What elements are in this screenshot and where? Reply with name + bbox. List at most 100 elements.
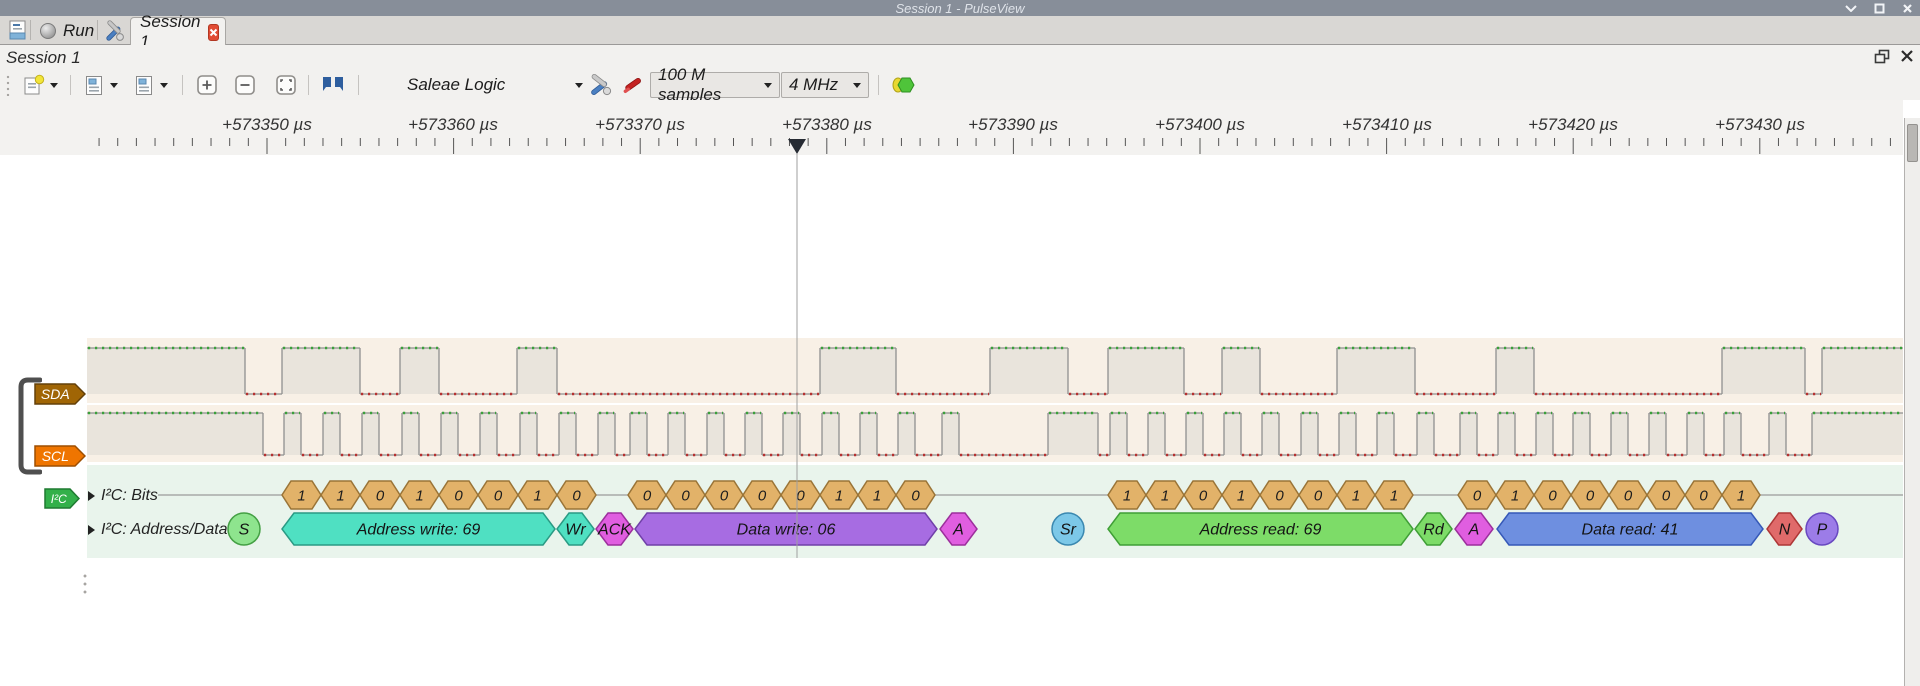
i2c-bit-hexagon (857, 480, 897, 510)
zoom-fit-button[interactable] (272, 72, 300, 98)
i2c-bit-value: 0 (643, 488, 652, 505)
i2c-bit-hexagon (1145, 480, 1185, 510)
run-button[interactable]: Run (34, 18, 100, 43)
i2c-bit-value: 0 (572, 488, 581, 505)
i2c-bit-value: 0 (454, 488, 463, 505)
zoom-out-button[interactable] (231, 72, 259, 98)
i2c-bit-value: 1 (336, 488, 344, 505)
sample-rate-value: 4 MHz (789, 75, 839, 94)
i2c-annotation-text: N (1779, 522, 1791, 539)
show-cursors-button[interactable] (316, 72, 350, 98)
zoom-out-icon (235, 75, 255, 95)
i2c-bit-value: 0 (796, 488, 805, 505)
configure-channels-button[interactable] (618, 72, 648, 98)
cursor-marker[interactable] (788, 139, 806, 154)
trace-high-fill (942, 413, 959, 455)
trace-high-fill (1110, 413, 1127, 455)
trace-high-fill (1339, 413, 1356, 455)
ruler-label: +573400 µs (1155, 115, 1245, 134)
probe-icon (623, 77, 641, 94)
trace-high-fill (1224, 413, 1241, 455)
trace-high-fill (630, 413, 647, 455)
i2c-annotation-hexagon (595, 512, 634, 546)
i2c-decoder-label: I²C (50, 491, 67, 506)
i2c-bit-value: 1 (1390, 488, 1398, 505)
i2c-bit-hexagon (1336, 480, 1376, 510)
i2c-bit-value: 1 (873, 488, 881, 505)
ruler-label: +573370 µs (595, 115, 685, 134)
i2c-bit-hexagon (1183, 480, 1223, 510)
view-icon[interactable] (7, 19, 29, 42)
i2c-bit-hexagon (1259, 480, 1300, 510)
i2c-bits-row-label[interactable]: I²C: Bits (88, 487, 158, 505)
i2c-bit-hexagon (556, 480, 597, 510)
i2c-bit-value: 1 (533, 488, 541, 505)
i2c-bit-hexagon (1457, 480, 1497, 510)
float-panel-icon[interactable] (1874, 49, 1890, 69)
vertical-scrollbar[interactable] (1904, 118, 1920, 686)
trace-high-fill (480, 413, 497, 455)
i2c-address-data-row-label[interactable]: I²C: Address/Data (88, 521, 228, 539)
sda-trace-tag[interactable]: SDA (34, 383, 86, 405)
device-select[interactable]: Saleae Logic (400, 72, 590, 98)
tab-session-1[interactable]: Session 1 (130, 12, 226, 51)
i2c-bit-value: 0 (494, 488, 503, 505)
trace-high-fill (441, 413, 458, 455)
trace-high-fill (1722, 348, 1805, 394)
sample-count-select[interactable]: 100 M samples (650, 65, 780, 104)
i2c-annotation-text: Data write: 06 (737, 522, 836, 539)
maximize-icon[interactable] (1872, 2, 1886, 14)
trace-high-fill (1573, 413, 1590, 455)
new-session-button[interactable] (16, 72, 64, 98)
scrollbar-thumb[interactable] (1907, 124, 1918, 162)
i2c-bit-hexagon (627, 480, 667, 510)
trace-high-fill (820, 348, 896, 394)
dropdown-arrow-icon (764, 82, 772, 88)
ruler-label: +573410 µs (1342, 115, 1432, 134)
settings-tools-icon[interactable] (101, 19, 127, 42)
expand-arrow-icon[interactable] (88, 491, 95, 501)
separator (30, 20, 31, 40)
run-state-icon (40, 22, 56, 39)
trace-high-fill (707, 413, 724, 455)
add-decoder-button[interactable] (886, 72, 920, 98)
main-toolbar: Saleae Logic 100 M samples 4 MHz (0, 65, 1920, 104)
trace-high-fill (282, 348, 360, 394)
i2c-bit-hexagon (1570, 480, 1610, 510)
i2c-bit-hexagon (1107, 480, 1147, 510)
trace-high-fill (87, 413, 263, 455)
toolbar-drag-handle[interactable] (6, 74, 10, 96)
trace-high-fill (1417, 413, 1434, 455)
i2c-bit-value: 0 (1275, 488, 1284, 505)
sample-rate-select[interactable]: 4 MHz (781, 72, 869, 98)
time-ruler[interactable]: +573350 µs +573360 µs +573370 µs +573380 µs… (0, 100, 1903, 155)
i2c-annotation-hexagon (634, 512, 938, 546)
close-panel-icon[interactable] (1900, 49, 1914, 69)
close-window-icon[interactable] (1900, 2, 1914, 14)
open-file-button[interactable] (78, 72, 124, 98)
next-trace-handle[interactable] (82, 572, 88, 594)
minimize-icon[interactable] (1844, 2, 1858, 14)
separator (70, 75, 71, 95)
i2c-bit-hexagon (359, 480, 401, 510)
i2c-bit-hexagon (477, 480, 519, 510)
scl-trace-tag[interactable]: SCL (34, 445, 86, 467)
configure-device-button[interactable] (584, 72, 616, 98)
trace-group-bracket[interactable] (16, 376, 42, 476)
i2c-bit-hexagon (1298, 480, 1338, 510)
wrench-icon (591, 73, 612, 96)
i2c-annotation-circle (227, 512, 261, 546)
zoom-in-button[interactable] (193, 72, 221, 98)
trace-high-fill (559, 413, 576, 455)
scl-band (87, 405, 1903, 462)
i2c-annotation-hexagon (1414, 512, 1453, 546)
ruler-label: +573360 µs (408, 115, 498, 134)
expand-arrow-icon[interactable] (88, 525, 95, 535)
trace-high-fill (1611, 413, 1628, 455)
tab-close-icon[interactable] (208, 23, 220, 41)
save-file-button[interactable] (128, 72, 174, 98)
device-select-value: Saleae Logic (407, 75, 506, 94)
i2c-decoder-tag[interactable]: I²C (44, 488, 80, 509)
i2c-annotation-text: Address read: 69 (1199, 522, 1322, 539)
